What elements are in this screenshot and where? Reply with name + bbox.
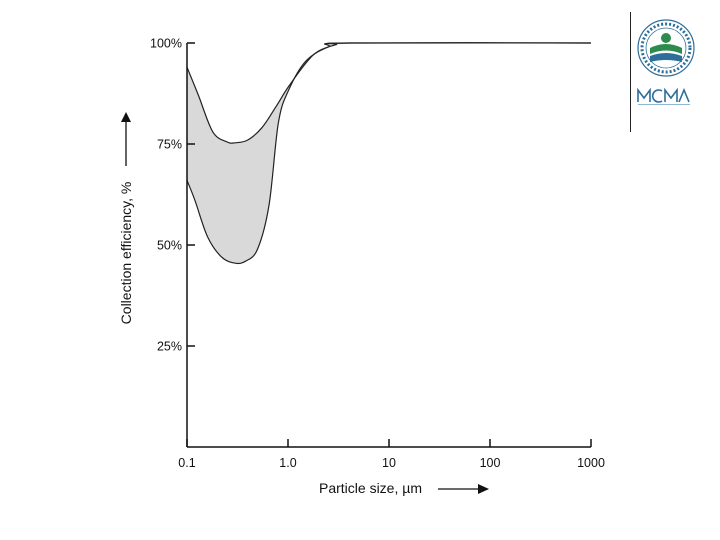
x-tick-label: 1.0	[279, 456, 296, 470]
x-ticks: 0.1 1.0 10 100 1000	[178, 439, 605, 470]
y-axis-arrowhead	[121, 112, 131, 122]
efficiency-lower-curve	[186, 42, 592, 265]
efficiency-upper-curve	[186, 42, 592, 144]
x-axis-arrowhead	[478, 484, 489, 494]
efficiency-band-area	[187, 42, 591, 264]
y-axis-label: Collection efficiency, %	[118, 182, 134, 325]
y-tick-label: 100%	[150, 37, 182, 51]
x-tick-label: 10	[382, 456, 396, 470]
y-ticks: 25% 50% 75% 100%	[150, 37, 195, 354]
mcma-logo	[637, 87, 690, 105]
x-tick-label: 1000	[577, 456, 605, 470]
x-tick-label: 0.1	[178, 456, 195, 470]
y-tick-label: 75%	[157, 138, 182, 152]
y-tick-label: 50%	[157, 239, 182, 253]
x-tick-label: 100	[480, 456, 501, 470]
epa-seal-logo	[637, 19, 695, 77]
x-axis-label: Particle size, µm	[319, 480, 422, 496]
y-tick-label: 25%	[157, 340, 182, 354]
logo-divider	[630, 12, 631, 132]
